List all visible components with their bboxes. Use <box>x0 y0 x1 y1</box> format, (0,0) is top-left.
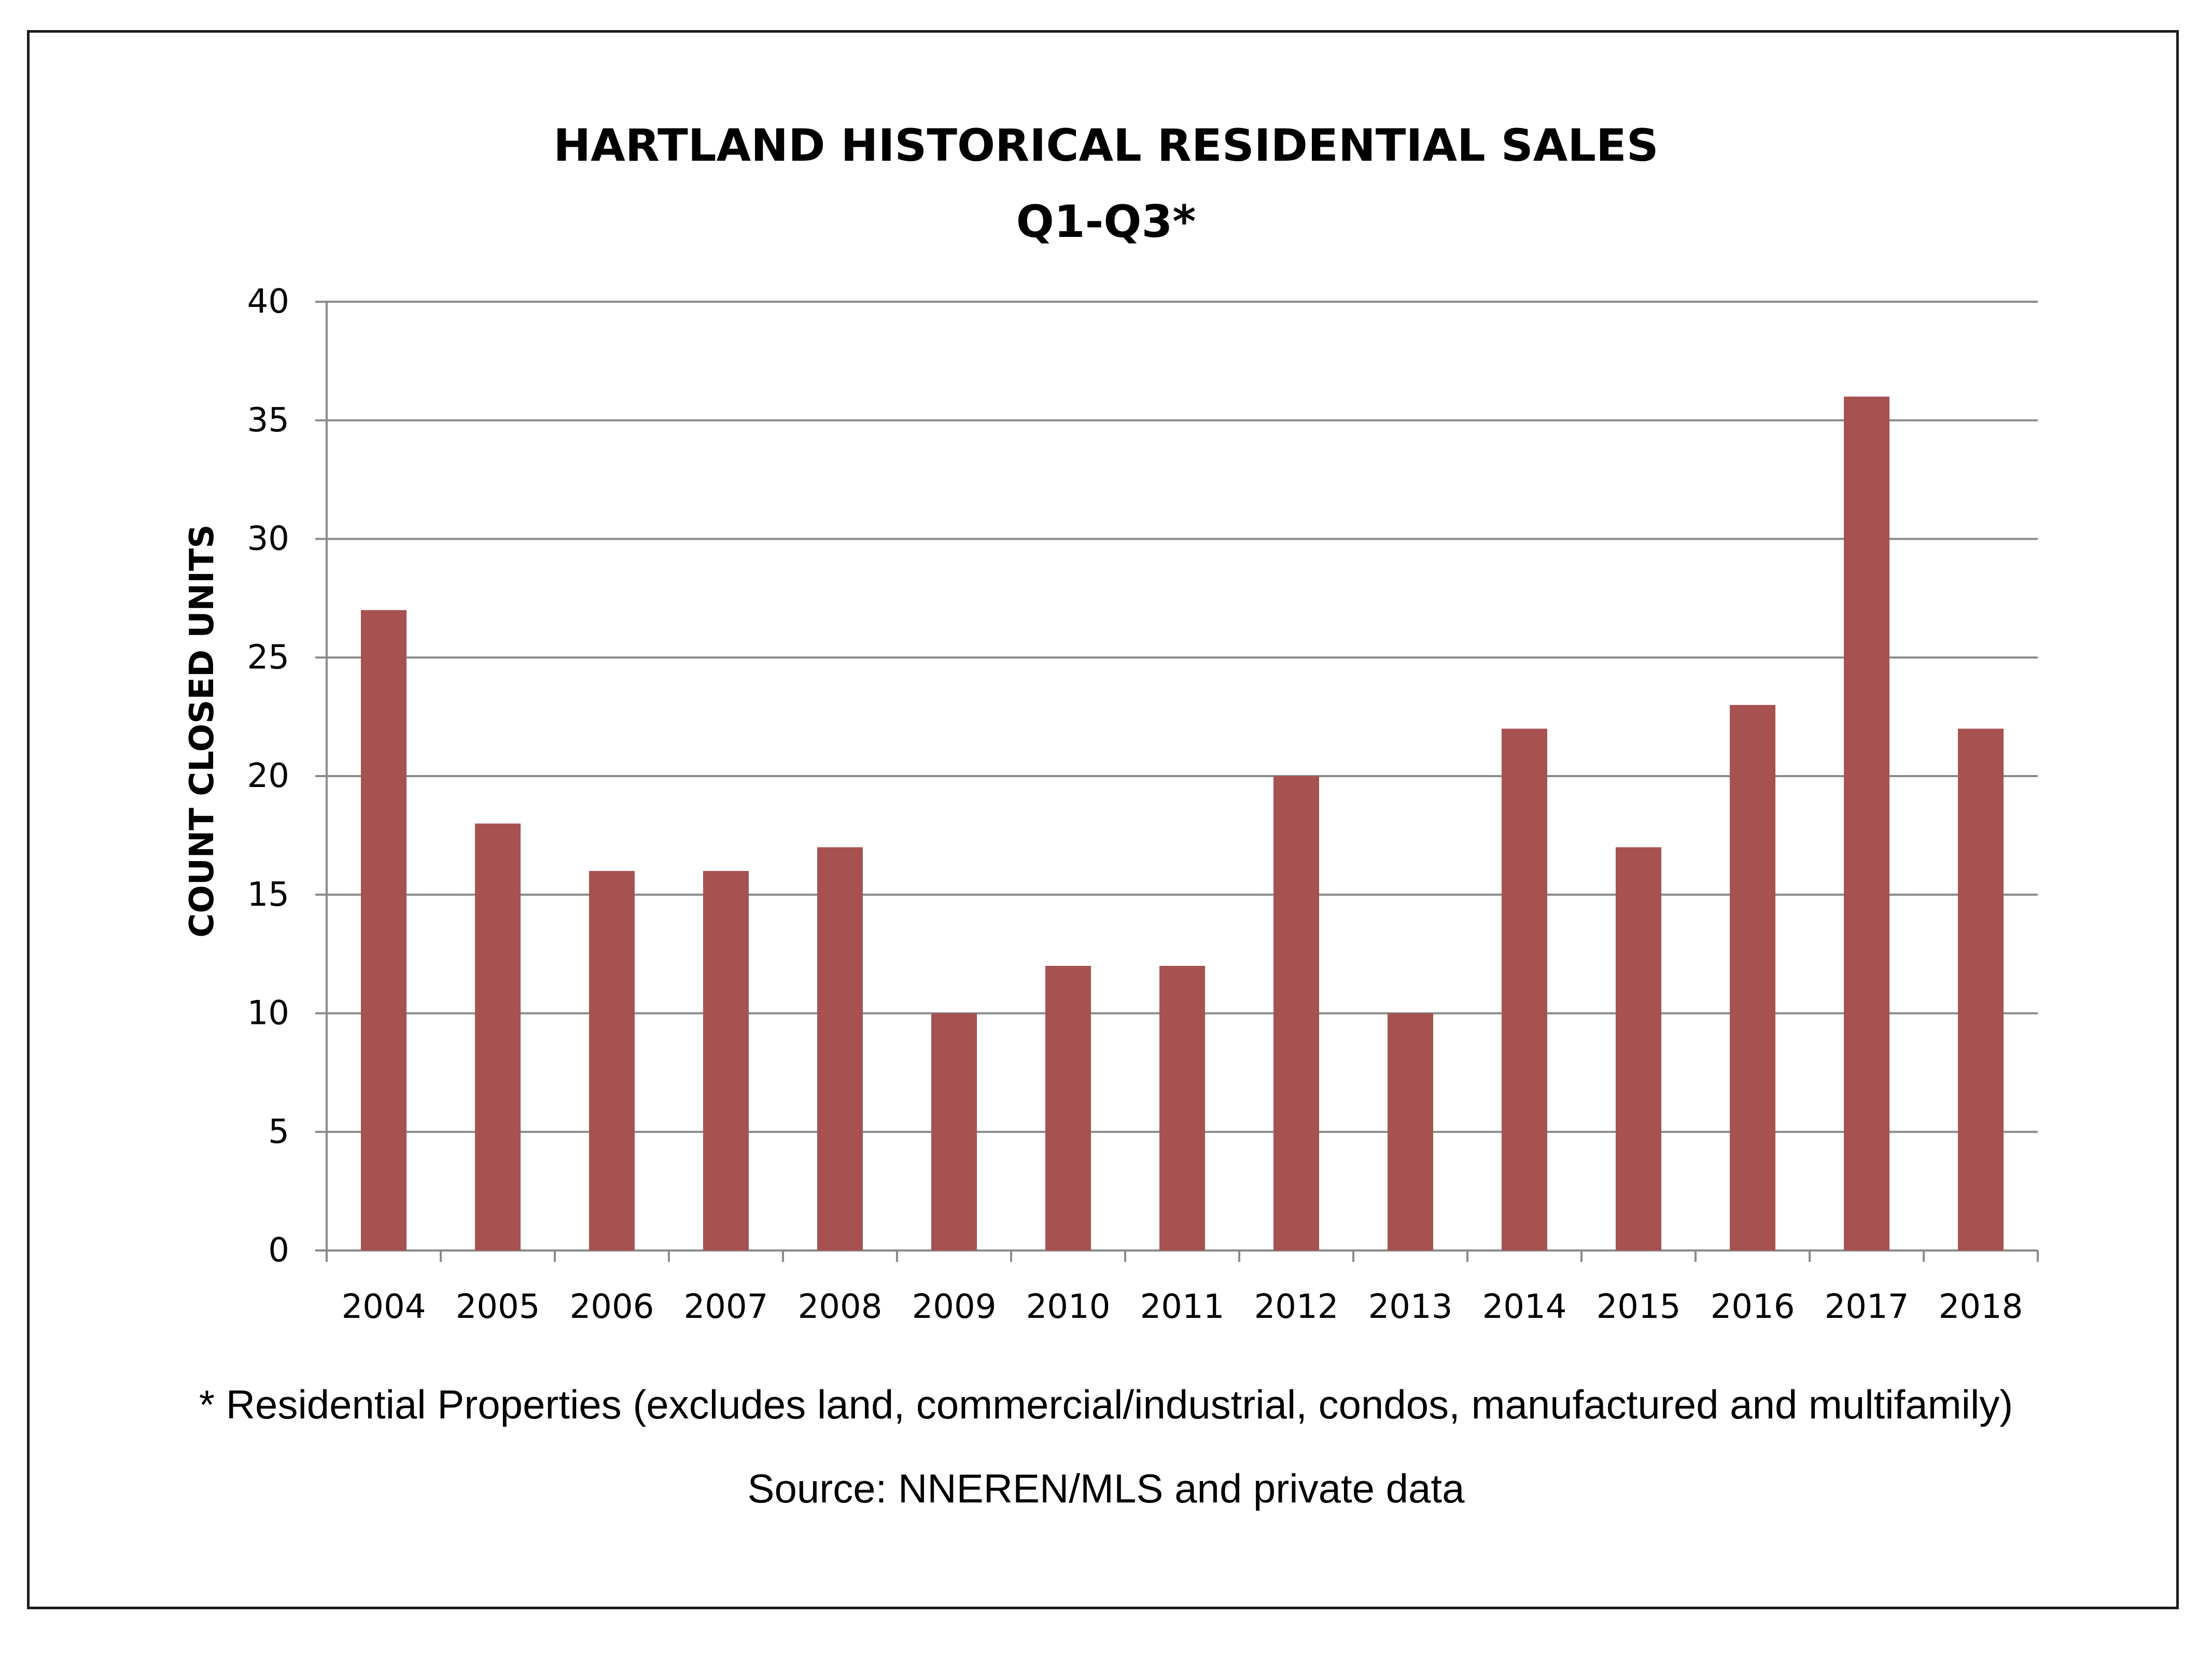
source-note: Source: NNEREN/MLS and private data <box>747 1466 1465 1511</box>
y-tick-label-40: 40 <box>247 283 289 321</box>
y-tick-label-20: 20 <box>247 757 289 795</box>
y-tick-label-5: 5 <box>268 1113 289 1151</box>
x-tick-label-2010: 2010 <box>1026 1288 1111 1326</box>
footnote: * Residential Properties (excludes land,… <box>199 1382 2013 1427</box>
x-tick-label-2012: 2012 <box>1254 1288 1339 1326</box>
bar-2005 <box>475 823 521 1250</box>
bar-2016 <box>1730 705 1775 1250</box>
x-tick-label-2018: 2018 <box>1939 1288 2023 1326</box>
y-tick-label-25: 25 <box>247 638 289 677</box>
bar-2008 <box>817 847 863 1250</box>
x-tick-label-2016: 2016 <box>1711 1288 1795 1326</box>
bar-2006 <box>589 871 635 1250</box>
bar-2004 <box>361 610 407 1250</box>
x-tick-label-2009: 2009 <box>912 1288 997 1326</box>
bar-2010 <box>1045 966 1091 1250</box>
bar-2012 <box>1273 776 1319 1250</box>
bar-2011 <box>1159 966 1205 1250</box>
y-tick-label-15: 15 <box>247 876 289 914</box>
y-tick-label-0: 0 <box>268 1231 289 1270</box>
x-tick-label-2008: 2008 <box>798 1288 883 1326</box>
x-tick-label-2015: 2015 <box>1597 1288 1681 1326</box>
bar-2015 <box>1616 847 1661 1250</box>
x-tick-label-2007: 2007 <box>684 1288 768 1326</box>
bar-2009 <box>931 1013 977 1250</box>
x-tick-label-2011: 2011 <box>1140 1288 1225 1326</box>
chart-title: HARTLAND HISTORICAL RESIDENTIAL SALES <box>553 120 1659 172</box>
x-tick-label-2013: 2013 <box>1368 1288 1453 1326</box>
bar-2017 <box>1844 397 1889 1250</box>
bar-2014 <box>1502 728 1547 1250</box>
x-tick-label-2014: 2014 <box>1482 1288 1567 1326</box>
x-tick-label-2005: 2005 <box>456 1288 540 1326</box>
x-tick-label-2006: 2006 <box>570 1288 654 1326</box>
bar-2013 <box>1388 1013 1433 1250</box>
x-tick-label-2004: 2004 <box>342 1288 426 1326</box>
y-tick-label-35: 35 <box>247 401 289 440</box>
bar-2007 <box>703 871 749 1250</box>
x-tick-label-2017: 2017 <box>1825 1288 1909 1326</box>
bar-2018 <box>1958 728 2004 1250</box>
chart-subtitle: Q1-Q3* <box>1016 196 1196 248</box>
y-tick-label-30: 30 <box>247 520 289 558</box>
y-tick-label-10: 10 <box>247 994 289 1033</box>
chart-frame <box>27 30 2179 1609</box>
